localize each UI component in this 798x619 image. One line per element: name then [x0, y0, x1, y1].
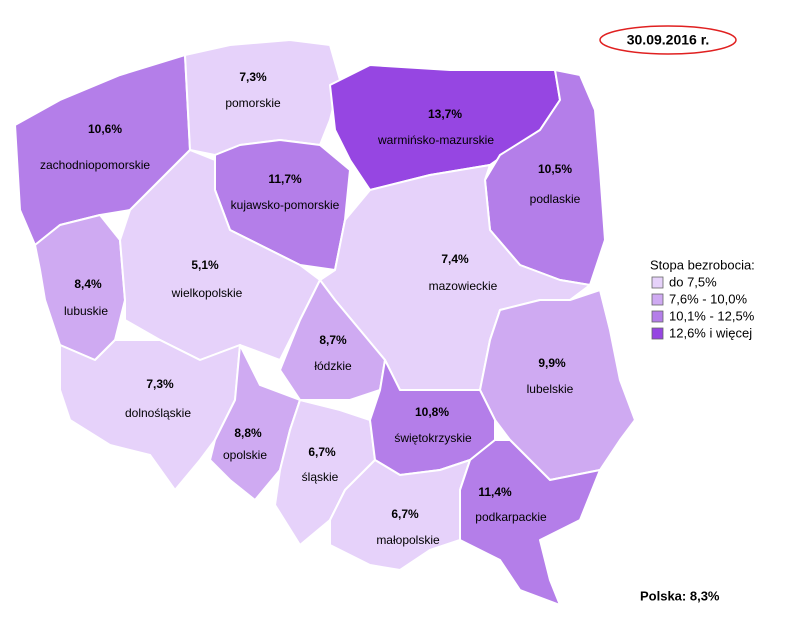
region-name: warmińsko-mazurskie: [377, 133, 494, 147]
region-name: wielkopolskie: [171, 286, 243, 300]
region-value: 9,9%: [538, 356, 566, 370]
region-name: zachodniopomorskie: [40, 158, 150, 172]
region: [459, 439, 601, 606]
legend-title: Stopa bezrobocia:: [650, 257, 755, 272]
region-value: 5,1%: [191, 258, 219, 272]
legend-label: 10,1% - 12,5%: [669, 308, 755, 323]
legend-label: do 7,5%: [669, 274, 717, 289]
region-value: 10,5%: [538, 162, 572, 176]
region-name: małopolskie: [376, 533, 440, 547]
region-value: 7,4%: [441, 252, 469, 266]
region-name: podlaskie: [530, 192, 581, 206]
region-value: 11,7%: [268, 172, 302, 186]
region: [184, 39, 341, 156]
region-value: 8,7%: [319, 333, 347, 347]
region-value: 10,8%: [415, 405, 449, 419]
legend-swatch: [651, 327, 664, 340]
region-name: łódzkie: [314, 359, 352, 373]
region-value: 7,3%: [146, 377, 174, 391]
legend-swatch: [651, 293, 664, 306]
regions: [14, 39, 636, 606]
region-name: podkarpackie: [475, 510, 547, 524]
region-name: opolskie: [223, 448, 267, 462]
region: [209, 344, 301, 501]
region-name: świętokrzyskie: [394, 431, 472, 445]
region-value: 8,8%: [234, 426, 262, 440]
date: 30.09.2016 r.: [627, 32, 710, 48]
region-value: 6,7%: [391, 507, 419, 521]
region-value: 8,4%: [74, 277, 102, 291]
region-value: 13,7%: [428, 107, 462, 121]
region-name: dolnośląskie: [125, 406, 191, 420]
legend-label: 12,6% i więcej: [669, 325, 752, 340]
region-value: 10,6%: [88, 122, 122, 136]
date-ellipse: [599, 25, 737, 55]
region-value: 7,3%: [239, 70, 267, 84]
region: [329, 459, 471, 571]
legend-swatch: [651, 276, 664, 289]
region-name: śląskie: [302, 470, 339, 484]
region-name: mazowieckie: [429, 279, 498, 293]
region-name: lubuskie: [64, 304, 108, 318]
region: [279, 279, 386, 401]
region-name: kujawsko-pomorskie: [231, 198, 340, 212]
region-name: lubelskie: [527, 382, 574, 396]
region-value: 11,4%: [478, 485, 512, 499]
legend-label: 7,6% - 10,0%: [669, 291, 747, 306]
region-name: pomorskie: [225, 96, 281, 110]
summary: Polska: 8,3%: [640, 588, 720, 603]
legend-swatch: [651, 310, 664, 323]
region-value: 6,7%: [308, 445, 336, 459]
